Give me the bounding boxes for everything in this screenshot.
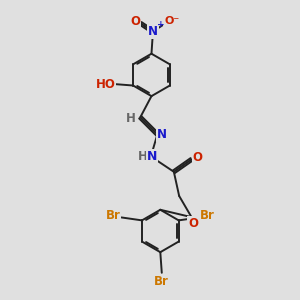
Text: N: N	[148, 25, 158, 38]
Text: HO: HO	[96, 77, 116, 91]
Text: Br: Br	[106, 209, 121, 222]
Text: O: O	[130, 14, 140, 28]
Text: O: O	[192, 151, 203, 164]
Text: H: H	[138, 150, 148, 163]
Text: +: +	[157, 20, 165, 28]
Text: Br: Br	[154, 274, 169, 287]
Text: H: H	[126, 112, 136, 125]
Text: O: O	[188, 217, 198, 230]
Text: Br: Br	[200, 209, 215, 222]
Text: N: N	[147, 150, 158, 163]
Text: N: N	[157, 128, 167, 141]
Text: O⁻: O⁻	[164, 16, 179, 26]
